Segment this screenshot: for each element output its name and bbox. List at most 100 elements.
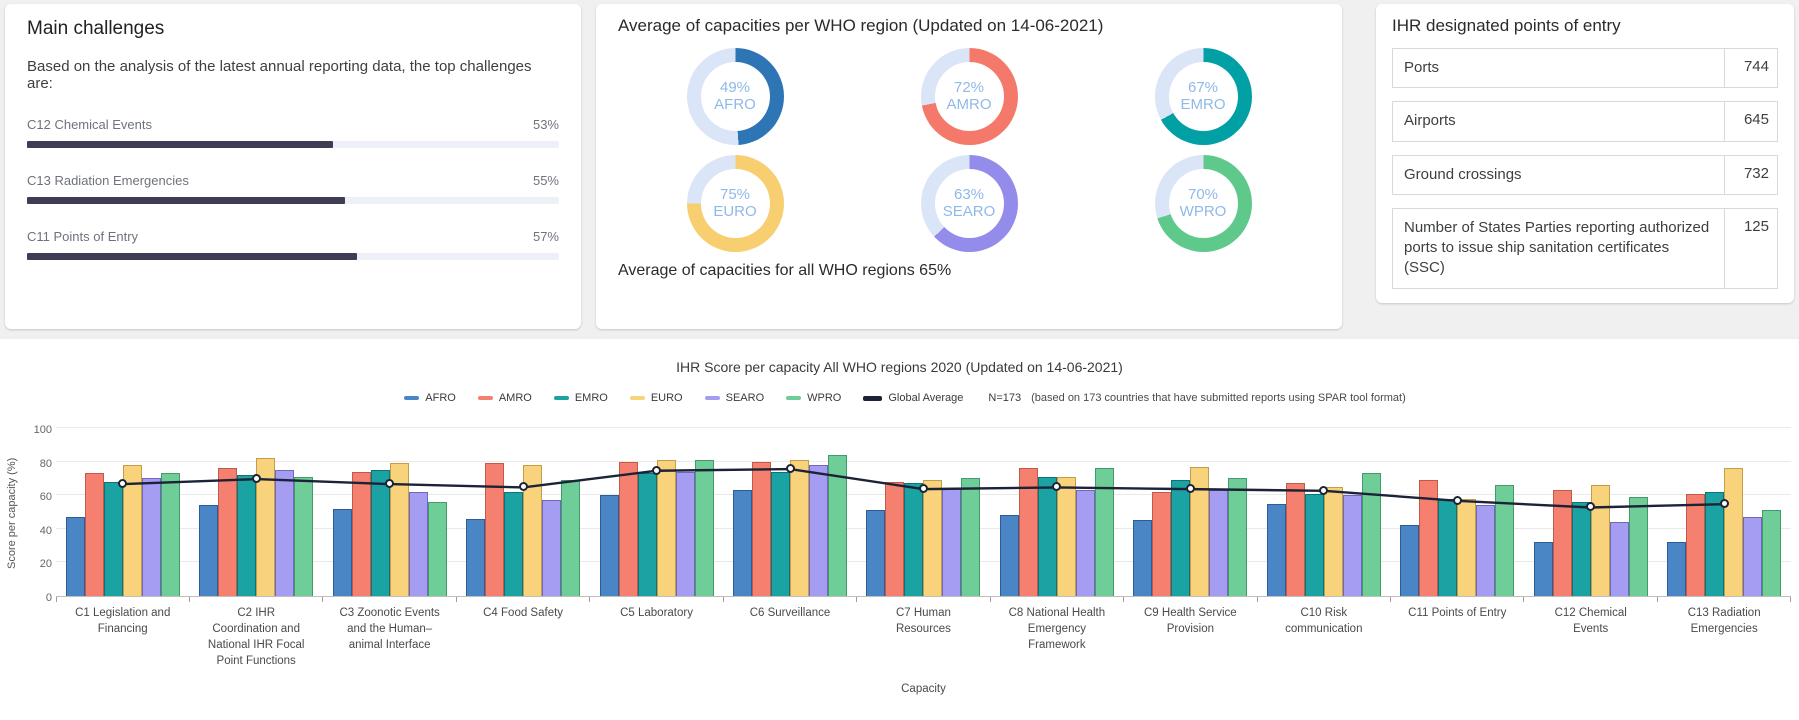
global-average-point[interactable]	[1452, 495, 1462, 505]
bar-euro[interactable]	[256, 458, 276, 596]
bar-amro[interactable]	[1419, 480, 1439, 596]
bar-searo[interactable]	[808, 464, 828, 596]
bar-searo[interactable]	[1476, 505, 1496, 596]
bar-amro[interactable]	[1686, 493, 1706, 596]
bar-emro[interactable]	[504, 491, 524, 596]
bar-wpro[interactable]	[827, 454, 847, 596]
bar-euro[interactable]	[1190, 466, 1210, 596]
bar-euro[interactable]	[1724, 468, 1744, 596]
bar-amro[interactable]	[618, 461, 638, 596]
global-average-point[interactable]	[118, 478, 128, 488]
bar-amro[interactable]	[885, 481, 905, 596]
global-average-point[interactable]	[518, 482, 528, 492]
bar-searo[interactable]	[542, 500, 562, 596]
bar-euro[interactable]	[656, 459, 676, 596]
legend-item-global-average[interactable]: Global Average	[863, 392, 963, 404]
bar-afro[interactable]	[1667, 542, 1687, 596]
bar-afro[interactable]	[732, 490, 752, 596]
region-donut-searo[interactable]: 63% SEARO	[920, 155, 1018, 252]
legend-item-euro[interactable]: EURO	[629, 392, 683, 404]
bar-afro[interactable]	[999, 515, 1019, 596]
legend-item-wpro[interactable]: WPRO	[786, 392, 841, 404]
bar-afro[interactable]	[1533, 542, 1553, 596]
bar-wpro[interactable]	[1228, 478, 1248, 596]
bar-euro[interactable]	[1457, 498, 1477, 596]
global-average-point[interactable]	[251, 473, 261, 483]
challenge-bar-fill[interactable]	[27, 253, 357, 260]
bar-afro[interactable]	[1266, 503, 1286, 596]
bar-emro[interactable]	[1037, 476, 1057, 596]
bar-afro[interactable]	[466, 518, 486, 596]
bar-wpro[interactable]	[1361, 473, 1381, 596]
bar-emro[interactable]	[237, 475, 257, 596]
bar-wpro[interactable]	[1628, 496, 1648, 596]
bar-wpro[interactable]	[694, 459, 714, 596]
region-donut-afro[interactable]: 49% AFRO	[686, 48, 784, 145]
bar-searo[interactable]	[1342, 495, 1362, 596]
bar-wpro[interactable]	[1762, 510, 1782, 596]
region-donut-emro[interactable]: 67% EMRO	[1154, 48, 1252, 145]
legend-item-afro[interactable]: AFRO	[404, 392, 456, 404]
bar-searo[interactable]	[1743, 517, 1763, 596]
global-average-point[interactable]	[1719, 499, 1729, 509]
bar-searo[interactable]	[275, 470, 295, 596]
bar-afro[interactable]	[1133, 520, 1153, 596]
bar-searo[interactable]	[1075, 490, 1095, 596]
bar-euro[interactable]	[1590, 485, 1610, 596]
legend-item-emro[interactable]: EMRO	[553, 392, 608, 404]
bar-emro[interactable]	[1705, 491, 1725, 596]
bar-emro[interactable]	[370, 470, 390, 596]
bar-amro[interactable]	[751, 461, 771, 596]
bar-afro[interactable]	[65, 517, 85, 596]
global-average-point[interactable]	[652, 465, 662, 475]
bar-amro[interactable]	[485, 463, 505, 596]
bar-wpro[interactable]	[294, 476, 314, 596]
bar-afro[interactable]	[1400, 525, 1420, 596]
global-average-point[interactable]	[785, 463, 795, 473]
bar-amro[interactable]	[1552, 490, 1572, 596]
legend-item-amro[interactable]: AMRO	[477, 392, 532, 404]
bar-amro[interactable]	[1285, 483, 1305, 596]
region-donut-amro[interactable]: 72% AMRO	[920, 48, 1018, 145]
bar-euro[interactable]	[1056, 476, 1076, 596]
table-row[interactable]: Ground crossings 732	[1392, 154, 1778, 195]
region-donut-euro[interactable]: 75% EURO	[686, 155, 784, 252]
global-average-point[interactable]	[919, 483, 928, 493]
bar-searo[interactable]	[675, 471, 695, 596]
bar-searo[interactable]	[408, 491, 428, 596]
bar-emro[interactable]	[103, 481, 123, 596]
region-donut-wpro[interactable]: 70% WPRO	[1154, 155, 1252, 252]
global-average-point[interactable]	[1586, 502, 1596, 512]
bar-amro[interactable]	[1018, 468, 1038, 596]
global-average-point[interactable]	[385, 478, 395, 488]
bar-amro[interactable]	[1152, 491, 1172, 596]
global-average-point[interactable]	[1319, 485, 1329, 495]
table-row[interactable]: Airports 645	[1392, 101, 1778, 142]
bar-euro[interactable]	[389, 463, 409, 596]
bar-wpro[interactable]	[427, 501, 447, 596]
bar-emro[interactable]	[1304, 493, 1324, 596]
bar-wpro[interactable]	[160, 473, 180, 596]
bar-euro[interactable]	[923, 480, 943, 596]
table-row[interactable]: Number of States Parties reporting autho…	[1392, 207, 1778, 289]
bar-emro[interactable]	[904, 483, 924, 596]
table-row[interactable]: Ports 744	[1392, 48, 1778, 89]
bar-amro[interactable]	[218, 468, 238, 596]
global-average-point[interactable]	[1052, 482, 1062, 492]
bar-wpro[interactable]	[1094, 468, 1114, 596]
bar-wpro[interactable]	[961, 478, 981, 596]
challenge-bar-fill[interactable]	[27, 141, 334, 148]
bar-searo[interactable]	[141, 478, 161, 596]
bar-emro[interactable]	[770, 471, 790, 596]
bar-euro[interactable]	[789, 459, 809, 596]
bar-amro[interactable]	[351, 471, 371, 596]
bar-emro[interactable]	[637, 473, 657, 596]
legend-item-searo[interactable]: SEARO	[704, 392, 764, 404]
bar-euro[interactable]	[523, 464, 543, 596]
bar-euro[interactable]	[122, 464, 142, 596]
challenge-bar-fill[interactable]	[27, 197, 346, 204]
bar-afro[interactable]	[199, 505, 219, 596]
bar-emro[interactable]	[1171, 480, 1191, 596]
bar-afro[interactable]	[332, 508, 352, 596]
bar-searo[interactable]	[1609, 522, 1629, 596]
